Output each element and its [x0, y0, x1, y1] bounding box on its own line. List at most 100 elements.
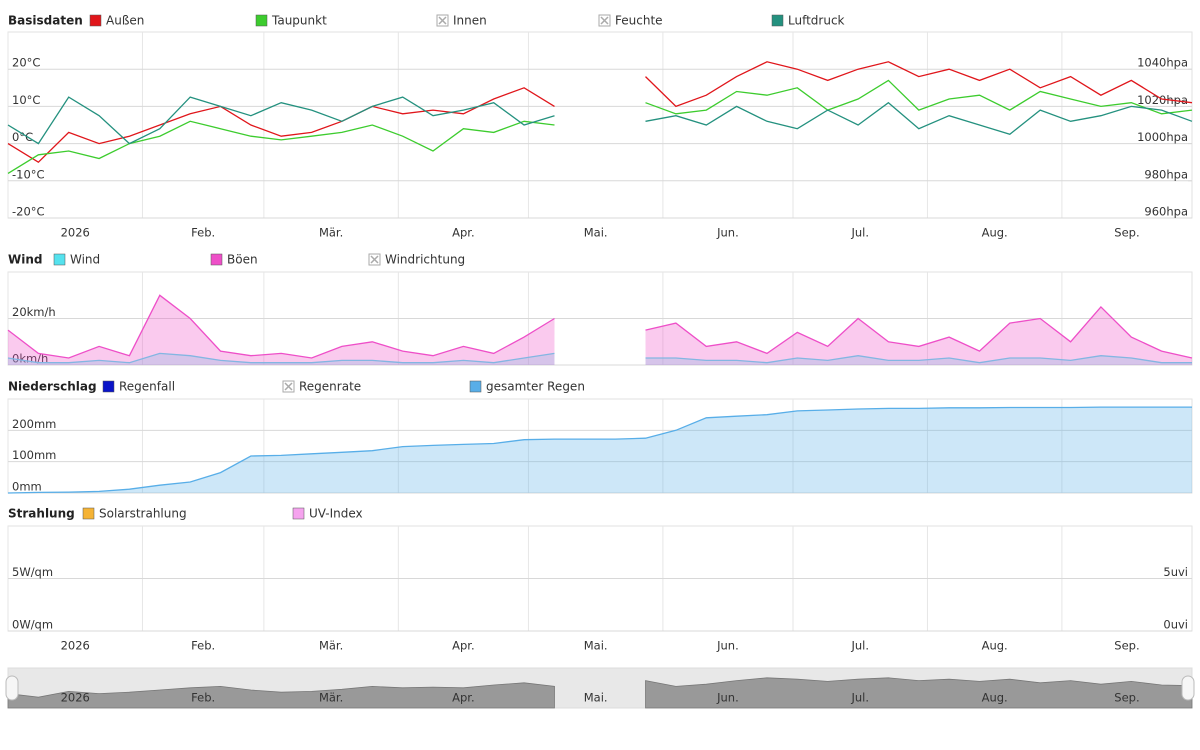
legend-item[interactable]: Luftdruck [771, 14, 845, 28]
area [645, 306, 1192, 365]
x-tick-label: Mai. [584, 639, 608, 653]
legend-label: Böen [227, 253, 258, 267]
panel-title: Niederschlag [8, 380, 97, 394]
line [7, 406, 1192, 494]
navigator-area [7, 682, 555, 709]
legend-item[interactable]: Böen [210, 253, 258, 267]
x-tick-label: Apr. [452, 226, 475, 240]
area [645, 355, 1192, 365]
x-tick-label: Jun. [716, 639, 739, 653]
legend-swatch [89, 14, 102, 27]
legend-cross [600, 16, 609, 25]
legend-label: Außen [106, 14, 144, 28]
area [8, 295, 555, 365]
legend-item[interactable]: Regenfall [102, 380, 175, 394]
y2-tick-label: 5uvi [1163, 565, 1188, 579]
legend-label: Feuchte [615, 14, 663, 28]
navigator-label: Jul. [850, 691, 869, 705]
x-tick-label: Mär. [319, 639, 343, 653]
navigator-label: Mär. [319, 691, 343, 705]
legend-item[interactable]: Außen [89, 14, 144, 28]
legend-cross [284, 382, 293, 391]
y-tick-label: 200mm [12, 417, 56, 431]
legend-label: gesamter Regen [486, 380, 585, 394]
legend-label: Solarstrahlung [99, 507, 187, 521]
legend-item[interactable]: Feuchte [598, 14, 663, 28]
legend-label: Wind [70, 253, 100, 267]
x-tick-label: Mär. [319, 226, 343, 240]
legend-item[interactable]: UV-Index [292, 507, 363, 521]
navigator-label: Mai. [584, 691, 608, 705]
legend-cross [370, 255, 379, 264]
legend-swatch [255, 14, 268, 27]
plot-frame [7, 31, 1193, 219]
legend-label: Regenrate [299, 380, 361, 394]
line [7, 120, 555, 174]
y-tick-label: 20km/h [12, 305, 56, 319]
legend-label: Luftdruck [788, 14, 845, 28]
legend-cross [438, 16, 447, 25]
x-tick-label: Aug. [982, 639, 1008, 653]
y-tick-label: 0km/h [12, 352, 48, 366]
line [645, 355, 1192, 364]
legend-label: Regenfall [119, 380, 175, 394]
y-tick-label: 0mm [12, 480, 42, 494]
navigator-label: Sep. [1114, 691, 1139, 705]
legend-swatch [210, 253, 223, 266]
legend-item[interactable]: Windrichtung [368, 253, 465, 267]
line [7, 294, 555, 359]
legend-item[interactable]: Wind [53, 253, 100, 267]
legend-label: Taupunkt [271, 14, 327, 28]
navigator-label: Feb. [191, 691, 215, 705]
y2-tick-label: 1040hpa [1137, 56, 1188, 70]
x-tick-label: Jul. [850, 639, 869, 653]
legend-item[interactable]: Innen [436, 14, 487, 28]
y-tick-label: 0°C [12, 130, 33, 144]
line [645, 79, 1193, 115]
navigator-label: Jun. [716, 691, 739, 705]
line [7, 96, 555, 145]
navigator-label: Aug. [982, 691, 1008, 705]
legend-item[interactable]: Regenrate [282, 380, 361, 394]
x-tick-label: 2026 [61, 226, 90, 240]
x-tick-label: Sep. [1114, 226, 1139, 240]
legend-swatch [102, 380, 115, 393]
x-tick-label: Feb. [191, 226, 215, 240]
legend-item[interactable]: gesamter Regen [469, 380, 585, 394]
y2-tick-label: 960hpa [1144, 205, 1188, 219]
legend-swatch [292, 507, 305, 520]
area [8, 407, 1192, 493]
x-tick-label: 2026 [61, 639, 90, 653]
navigator-handle[interactable] [5, 675, 19, 701]
x-tick-label: Sep. [1114, 639, 1139, 653]
navigator-label: Apr. [452, 691, 475, 705]
y-tick-label: 10°C [12, 93, 40, 107]
legend-swatch [771, 14, 784, 27]
x-tick-label: Mai. [584, 226, 608, 240]
legend-swatch [469, 380, 482, 393]
line [7, 87, 555, 164]
y-tick-label: 5W/qm [12, 565, 53, 579]
y-tick-label: 0W/qm [12, 618, 53, 632]
navigator-label: 2026 [61, 691, 90, 705]
x-tick-label: Aug. [982, 226, 1008, 240]
line [645, 101, 1193, 136]
legend-item[interactable]: Taupunkt [255, 14, 327, 28]
navigator-handle[interactable] [1181, 675, 1195, 701]
y2-tick-label: 0uvi [1163, 618, 1188, 632]
y-tick-label: 100mm [12, 448, 56, 462]
panel-title: Strahlung [8, 507, 75, 521]
panel-title: Basisdaten [8, 14, 83, 28]
y2-tick-label: 1000hpa [1137, 130, 1188, 144]
area [8, 353, 555, 365]
x-tick-label: Jul. [850, 226, 869, 240]
x-tick-label: Apr. [452, 639, 475, 653]
line [645, 61, 1193, 108]
x-tick-label: Jun. [716, 226, 739, 240]
x-tick-label: Feb. [191, 639, 215, 653]
legend-item[interactable]: Solarstrahlung [82, 507, 187, 521]
legend-label: Innen [453, 14, 487, 28]
legend-swatch [82, 507, 95, 520]
y-tick-label: -10°C [12, 167, 45, 181]
legend-label: Windrichtung [385, 253, 465, 267]
